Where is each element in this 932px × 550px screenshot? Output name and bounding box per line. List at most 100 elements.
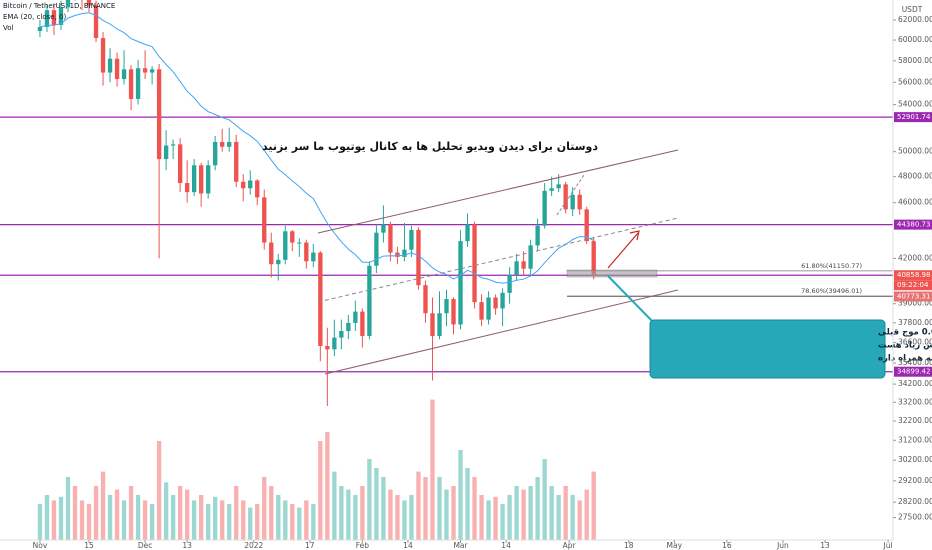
volume-bar bbox=[339, 486, 344, 540]
volume-bar bbox=[507, 495, 512, 540]
candle-body bbox=[353, 311, 358, 323]
y-tick-label: 32200.00 bbox=[898, 416, 932, 425]
x-tick-label: 18 bbox=[624, 541, 634, 550]
volume-bar bbox=[213, 496, 218, 540]
volume-bar bbox=[37, 504, 43, 540]
candle-body bbox=[170, 144, 176, 146]
volume-bar bbox=[549, 486, 554, 540]
price-label: 40858.98 bbox=[897, 271, 930, 279]
countdown: 09:22:04 bbox=[897, 281, 929, 289]
volume-bar bbox=[542, 459, 547, 540]
price-label-box bbox=[894, 291, 932, 302]
candle-body bbox=[528, 245, 533, 269]
volume-bar bbox=[367, 459, 372, 540]
volume-bar bbox=[472, 477, 477, 540]
candle-body bbox=[311, 252, 316, 262]
candle-body bbox=[346, 322, 351, 332]
candle-body bbox=[507, 274, 512, 293]
symbol-title: Bitcoin / TetherUS, 1D, BINANCE bbox=[3, 2, 115, 10]
candle-body bbox=[500, 292, 505, 309]
candle-body bbox=[318, 252, 323, 346]
volume-bar bbox=[79, 500, 85, 540]
volume-bar bbox=[479, 495, 484, 540]
price-label-box bbox=[894, 366, 932, 377]
x-tick-label: 2022 bbox=[244, 541, 263, 550]
candle-body bbox=[114, 58, 120, 80]
volume-bar bbox=[297, 507, 302, 540]
volume-bar bbox=[563, 486, 568, 540]
arrow-head bbox=[629, 230, 640, 241]
volume-bar bbox=[177, 486, 183, 540]
candle-body bbox=[325, 345, 330, 350]
volume-bar bbox=[423, 477, 428, 540]
currency: USDT bbox=[902, 5, 923, 14]
volume-pane bbox=[37, 399, 596, 540]
price-pane: 61.80%(41150.77) 78.60%(39496.01) bbox=[0, 0, 893, 406]
fib-label: 61.80%(41150.77) bbox=[801, 262, 862, 270]
candle-body bbox=[486, 297, 491, 320]
volume-bar bbox=[584, 489, 589, 540]
callout-box bbox=[649, 319, 886, 379]
callout-line: بنابر این معامله در این نقطه ریسک زیادی … bbox=[878, 354, 932, 364]
volume-bar bbox=[381, 477, 386, 540]
candle-body bbox=[51, 10, 57, 25]
volume-bar bbox=[374, 468, 379, 540]
candle-body bbox=[65, 0, 71, 8]
candle-body bbox=[409, 229, 414, 250]
candle-body bbox=[591, 241, 596, 276]
volume-bar bbox=[241, 500, 246, 540]
volume-bar bbox=[388, 489, 393, 540]
candle-body bbox=[339, 331, 344, 338]
volume-bar bbox=[51, 500, 57, 540]
x-tick-label: Jul bbox=[883, 541, 893, 550]
candle-body bbox=[163, 145, 169, 160]
volume-bar bbox=[416, 471, 421, 540]
candle-body bbox=[332, 337, 337, 350]
volume-bar bbox=[65, 477, 71, 540]
channel-mid bbox=[317, 217, 679, 303]
price-label-box bbox=[894, 112, 932, 123]
volume-bar bbox=[395, 495, 400, 540]
x-tick-label: 14 bbox=[501, 541, 511, 550]
x-tick-label: Apr bbox=[563, 541, 577, 550]
volume-bar bbox=[304, 500, 309, 540]
candle-body bbox=[423, 285, 428, 314]
volume-bar bbox=[325, 432, 330, 540]
volume-bar bbox=[44, 495, 50, 540]
volume-bar bbox=[444, 489, 449, 540]
candle-body bbox=[198, 165, 204, 194]
x-tick-label: Jun bbox=[776, 541, 789, 550]
volume-bar bbox=[500, 504, 505, 540]
candle-body bbox=[156, 69, 162, 160]
wave-line bbox=[556, 174, 585, 216]
candle-body bbox=[37, 26, 43, 31]
y-tick-label: 28200.00 bbox=[898, 497, 932, 506]
volume-bar bbox=[234, 486, 239, 540]
volume-bar bbox=[227, 504, 232, 540]
y-tick-label: 29200.00 bbox=[898, 476, 932, 485]
x-tick-label: May bbox=[667, 541, 683, 550]
y-tick-label: 36600.00 bbox=[898, 338, 932, 347]
candle-body bbox=[142, 68, 148, 73]
candle-body bbox=[220, 141, 225, 147]
candle-body bbox=[255, 180, 260, 198]
volume-bar bbox=[184, 489, 190, 540]
volume-bar bbox=[86, 504, 92, 540]
volume-label: Vol bbox=[3, 24, 14, 32]
candle-body bbox=[395, 252, 400, 257]
x-tick-label: 14 bbox=[403, 541, 413, 550]
price-label: 52901.74 bbox=[897, 113, 931, 121]
candle-body bbox=[128, 69, 134, 99]
candle-body bbox=[184, 183, 190, 193]
volume-bar bbox=[577, 500, 582, 540]
y-tick-label: 34200.00 bbox=[898, 379, 932, 388]
candle-body bbox=[458, 241, 463, 325]
x-tick-label: Dec bbox=[138, 541, 153, 550]
candle-body bbox=[269, 242, 274, 265]
price-label: 40773.31 bbox=[897, 293, 930, 301]
candle-body bbox=[444, 299, 449, 314]
candle-body bbox=[135, 68, 141, 99]
y-tick-label: 30200.00 bbox=[898, 455, 932, 464]
candle-body bbox=[416, 229, 421, 286]
